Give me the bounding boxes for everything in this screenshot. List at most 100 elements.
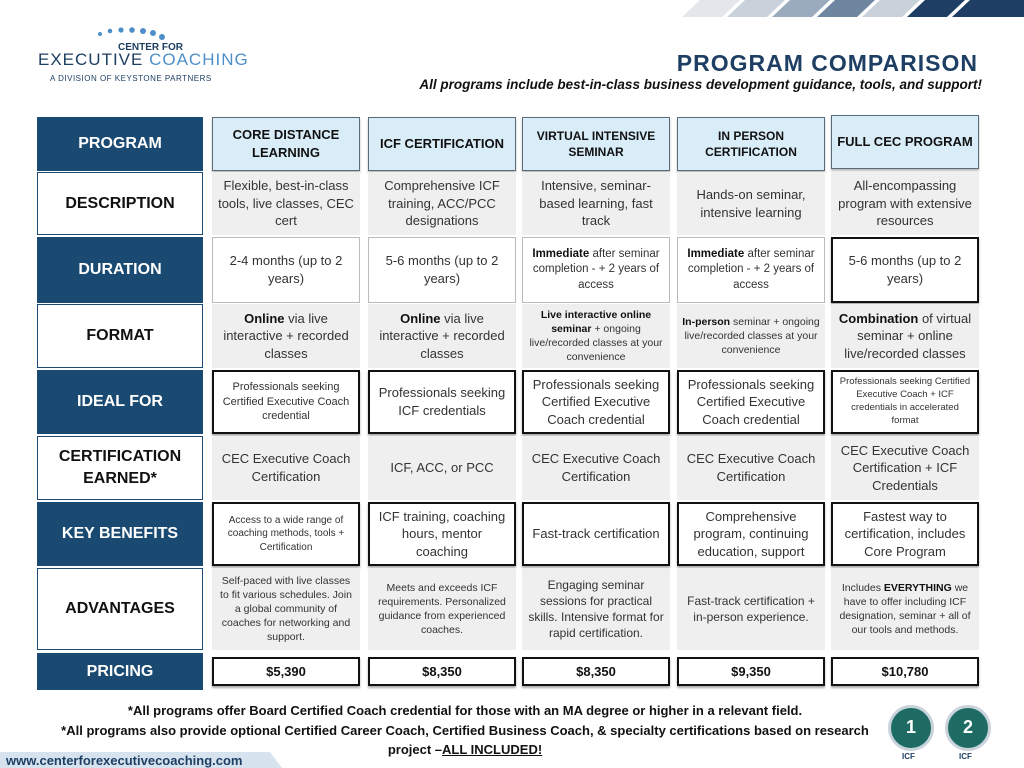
website: www.centerforexecutivecoaching.com [6, 753, 243, 768]
table-cell: $8,350 [368, 657, 516, 686]
title: PROGRAM COMPARISON [676, 50, 978, 76]
table-cell: 2-4 months (up to 2 years) [212, 237, 360, 303]
row-label: PRICING [37, 653, 203, 690]
text-segment: Combination [838, 310, 919, 326]
logo-text: EXECUTIVE COACHING [38, 50, 249, 70]
table-cell: Hands-on seminar, intensive learning [677, 172, 825, 235]
program-header: FULL CEC PROGRAM [831, 115, 979, 169]
row-label: CERTIFICATION EARNED* [37, 436, 203, 500]
cell-text: Immediate after seminar completion - + 2… [528, 247, 664, 294]
table-cell: Professionals seeking Certified Executiv… [522, 370, 670, 434]
cell-text: Immediate after seminar completion - + 2… [683, 247, 819, 294]
subtitle: All programs include best-in-class busin… [419, 77, 982, 92]
text-segment: + ongoing live/recorded classes at your … [529, 322, 663, 364]
text-segment: EVERYTHING [883, 581, 952, 594]
cell-text: Live interactive online seminar + ongoin… [527, 308, 665, 365]
table-cell: Immediate after seminar completion - + 2… [677, 237, 825, 303]
table-cell: $5,390 [212, 657, 360, 686]
table-cell: In-person seminar + ongoing live/recorde… [677, 304, 825, 368]
table-cell: Immediate after seminar completion - + 2… [522, 237, 670, 303]
program-header: IN PERSON CERTIFICATION [677, 117, 825, 171]
cell-text: In-person seminar + ongoing live/recorde… [682, 315, 820, 358]
logo-text: EXECUTIVE [38, 50, 144, 69]
table-cell: ICF, ACC, or PCC [368, 436, 516, 500]
table-cell: $10,780 [831, 657, 979, 686]
text-segment: Online [400, 310, 441, 326]
footnote: *All programs also provide optional Cert… [55, 722, 875, 760]
table-cell: Meets and exceeds ICF requirements. Pers… [368, 568, 516, 650]
logo-text: A DIVISION OF KEYSTONE PARTNERS [50, 74, 212, 83]
table-cell: Comprehensive ICF training, ACC/PCC desi… [368, 172, 516, 235]
text-segment: seminar + ongoing live/recorded classes … [684, 315, 820, 357]
table-cell: 5-6 months (up to 2 years) [831, 237, 979, 303]
table-cell: Fastest way to certification, includes C… [831, 502, 979, 566]
cell-text: Includes EVERYTHING we have to offer inc… [836, 581, 974, 638]
text-segment: we have to offer including ICF designati… [839, 581, 971, 637]
text-segment: via live interactive + recorded classes [223, 310, 349, 361]
program-header: ICF CERTIFICATION [368, 117, 516, 171]
row-label: IDEAL FOR [37, 370, 203, 434]
table-cell: Professionals seeking Certified Executiv… [831, 370, 979, 434]
table-cell: CEC Executive Coach Certification [522, 436, 670, 500]
table-cell: Fast-track certification + in-person exp… [677, 568, 825, 650]
badge-org: ICF [959, 752, 972, 761]
cell-text: Online via live interactive + recorded c… [217, 310, 355, 363]
program-header: VIRTUAL INTENSIVE SEMINAR [522, 117, 670, 171]
table-cell: Fast-track certification [522, 502, 670, 566]
text-segment: Live interactive online seminar [540, 308, 652, 335]
badge-org: ICF [902, 752, 915, 761]
text-segment: ALL INCLUDED! [442, 741, 543, 757]
table-cell: Includes EVERYTHING we have to offer inc… [831, 568, 979, 650]
row-label: DESCRIPTION [37, 172, 203, 235]
text-segment: via live interactive + recorded classes [379, 310, 505, 361]
logo-text: CENTER FOR [118, 42, 183, 53]
text-segment: of virtual seminar + online live/recorde… [844, 310, 972, 361]
table-cell: CEC Executive Coach Certification + ICF … [831, 436, 979, 500]
table-cell: 5-6 months (up to 2 years) [368, 237, 516, 303]
text-segment: after seminar completion - + 2 years of … [687, 247, 815, 291]
program-header: CORE DISTANCE LEARNING [212, 117, 360, 171]
table-cell: $9,350 [677, 657, 825, 686]
badge: 2 [945, 705, 991, 751]
table-cell: Online via live interactive + recorded c… [368, 304, 516, 368]
footnote: *All programs offer Board Certified Coac… [127, 703, 803, 718]
text-segment: Online [244, 310, 285, 326]
text-segment: Immediate [532, 247, 590, 260]
row-label: PROGRAM [37, 117, 203, 171]
table-cell: ICF training, coaching hours, mentor coa… [368, 502, 516, 566]
table-cell: Professionals seeking Certified Executiv… [677, 370, 825, 434]
text-segment: Immediate [687, 247, 745, 260]
text-segment: In-person [682, 315, 731, 328]
table-cell: Engaging seminar sessions for practical … [522, 568, 670, 650]
table-cell: All-encompassing program with extensive … [831, 172, 979, 235]
table-cell: Combination of virtual seminar + online … [831, 304, 979, 368]
table-cell: Comprehensive program, continuing educat… [677, 502, 825, 566]
logo-text: COACHING [149, 50, 249, 69]
table-cell: Online via live interactive + recorded c… [212, 304, 360, 368]
badge-number: 2 [962, 717, 973, 737]
cell-text: Online via live interactive + recorded c… [373, 310, 511, 363]
table-cell: Professionals seeking Certified Executiv… [212, 370, 360, 434]
table-cell: Live interactive online seminar + ongoin… [522, 304, 670, 368]
row-label: KEY BENEFITS [37, 502, 203, 566]
table-cell: Flexible, best-in-class tools, live clas… [212, 172, 360, 235]
row-label: FORMAT [37, 304, 203, 368]
text-segment: Includes [841, 581, 884, 594]
table-cell: Access to a wide range of coaching metho… [212, 502, 360, 566]
badge: 1 [888, 705, 934, 751]
row-label: ADVANTAGES [37, 568, 203, 650]
cell-text: Combination of virtual seminar + online … [836, 310, 974, 363]
badge-number: 1 [905, 717, 916, 737]
table-cell: $8,350 [522, 657, 670, 686]
text-segment: *All programs also provide optional Cert… [61, 723, 869, 757]
table-cell: Intensive, seminar-based learning, fast … [522, 172, 670, 235]
table-cell: CEC Executive Coach Certification [677, 436, 825, 500]
cell-text: *All programs also provide optional Cert… [61, 723, 869, 757]
table-cell: CEC Executive Coach Certification [212, 436, 360, 500]
row-label: DURATION [37, 237, 203, 303]
table-cell: Self-paced with live classes to fit vari… [212, 568, 360, 650]
text-segment: after seminar completion - + 2 years of … [532, 247, 660, 291]
table-cell: Professionals seeking ICF credentials [368, 370, 516, 434]
